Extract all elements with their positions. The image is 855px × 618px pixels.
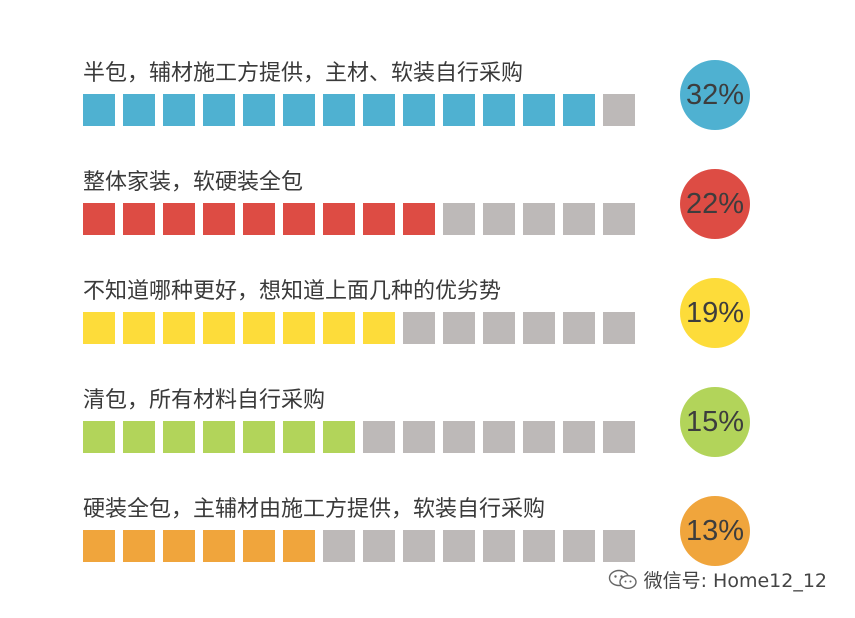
bar-block-filled <box>283 94 315 126</box>
bar-block-filled <box>283 312 315 344</box>
bar-block-filled <box>563 94 595 126</box>
row-label: 半包，辅材施工方提供，主材、软装自行采购 <box>83 61 524 86</box>
watermark: 微信号: Home12_12 <box>608 566 827 593</box>
chart-row: 硬装全包，主辅材由施工方提供，软装自行采购 13% <box>0 496 855 604</box>
row-label: 不知道哪种更好，想知道上面几种的优劣势 <box>83 279 502 304</box>
bar-block-filled <box>123 530 155 562</box>
bar-block-empty <box>443 530 475 562</box>
bar-block-filled <box>243 530 275 562</box>
chart-row: 清包，所有材料自行采购 15% <box>0 387 855 495</box>
bar-block-empty <box>443 312 475 344</box>
bar-block-filled <box>83 530 115 562</box>
percent-badge: 22% <box>680 169 750 239</box>
bar-block-empty <box>483 530 515 562</box>
watermark-text: 微信号: Home12_12 <box>643 570 827 592</box>
bar-block-empty <box>363 421 395 453</box>
bar-block-filled <box>523 94 555 126</box>
bar-block-empty <box>483 312 515 344</box>
bar-block-empty <box>523 530 555 562</box>
bar-block-empty <box>523 203 555 235</box>
chart-row: 整体家装，软硬装全包 22% <box>0 169 855 277</box>
bar-block-filled <box>203 94 235 126</box>
bar-block-filled <box>163 312 195 344</box>
bar-block-filled <box>283 530 315 562</box>
bar-block-filled <box>443 94 475 126</box>
bar-block-filled <box>363 312 395 344</box>
bar-block-filled <box>83 203 115 235</box>
bar-block-empty <box>603 530 635 562</box>
percent-badge: 32% <box>680 60 750 130</box>
bar-block-filled <box>323 94 355 126</box>
bar-block-filled <box>243 312 275 344</box>
block-bar <box>83 421 643 453</box>
block-bar <box>83 94 643 126</box>
bar-block-filled <box>123 203 155 235</box>
bar-block-empty <box>603 94 635 126</box>
bar-block-filled <box>283 421 315 453</box>
bar-block-filled <box>363 94 395 126</box>
bar-block-filled <box>123 94 155 126</box>
percent-badge: 13% <box>680 496 750 566</box>
bar-block-empty <box>483 203 515 235</box>
data-label: 32% <box>685 78 745 111</box>
bar-block-empty <box>323 530 355 562</box>
percent-badge: 19% <box>680 278 750 348</box>
bar-block-filled <box>83 94 115 126</box>
data-label: 13% <box>685 514 745 547</box>
chart-row: 不知道哪种更好，想知道上面几种的优劣势 19% <box>0 278 855 386</box>
bar-block-filled <box>83 312 115 344</box>
bar-block-empty <box>563 421 595 453</box>
bar-block-filled <box>243 421 275 453</box>
bar-block-filled <box>483 94 515 126</box>
bar-block-filled <box>123 312 155 344</box>
bar-block-filled <box>203 203 235 235</box>
bar-block-empty <box>403 312 435 344</box>
bar-block-filled <box>163 530 195 562</box>
bar-block-filled <box>283 203 315 235</box>
row-label: 硬装全包，主辅材由施工方提供，软装自行采购 <box>83 497 546 522</box>
chart-row: 半包，辅材施工方提供，主材、软装自行采购 32% <box>0 60 855 168</box>
bar-block-empty <box>363 530 395 562</box>
bar-block-empty <box>483 421 515 453</box>
data-label: 19% <box>685 296 745 329</box>
bar-block-filled <box>363 203 395 235</box>
bar-block-filled <box>323 421 355 453</box>
bar-block-empty <box>563 312 595 344</box>
bar-block-empty <box>443 421 475 453</box>
bar-block-filled <box>83 421 115 453</box>
bar-block-empty <box>603 312 635 344</box>
bar-block-empty <box>603 421 635 453</box>
bar-block-filled <box>203 312 235 344</box>
block-bar <box>83 312 643 344</box>
bar-block-empty <box>403 421 435 453</box>
row-label: 清包，所有材料自行采购 <box>83 388 326 413</box>
block-bar <box>83 203 643 235</box>
bar-block-filled <box>323 203 355 235</box>
bar-block-empty <box>563 530 595 562</box>
data-label: 22% <box>685 187 745 220</box>
percent-badge: 15% <box>680 387 750 457</box>
bar-block-empty <box>523 421 555 453</box>
block-bar <box>83 530 643 562</box>
data-label: 15% <box>685 405 745 438</box>
bar-block-filled <box>323 312 355 344</box>
bar-block-filled <box>163 203 195 235</box>
bar-block-empty <box>443 203 475 235</box>
bar-block-filled <box>163 421 195 453</box>
bar-block-filled <box>243 94 275 126</box>
bar-block-filled <box>243 203 275 235</box>
bar-block-filled <box>403 94 435 126</box>
bar-block-filled <box>203 421 235 453</box>
bar-block-empty <box>523 312 555 344</box>
bar-block-empty <box>563 203 595 235</box>
row-label: 整体家装，软硬装全包 <box>83 170 304 195</box>
bar-block-filled <box>403 203 435 235</box>
wechat-icon <box>608 569 638 591</box>
bar-block-filled <box>163 94 195 126</box>
bar-block-empty <box>403 530 435 562</box>
bar-block-filled <box>123 421 155 453</box>
bar-block-filled <box>203 530 235 562</box>
bar-block-empty <box>603 203 635 235</box>
